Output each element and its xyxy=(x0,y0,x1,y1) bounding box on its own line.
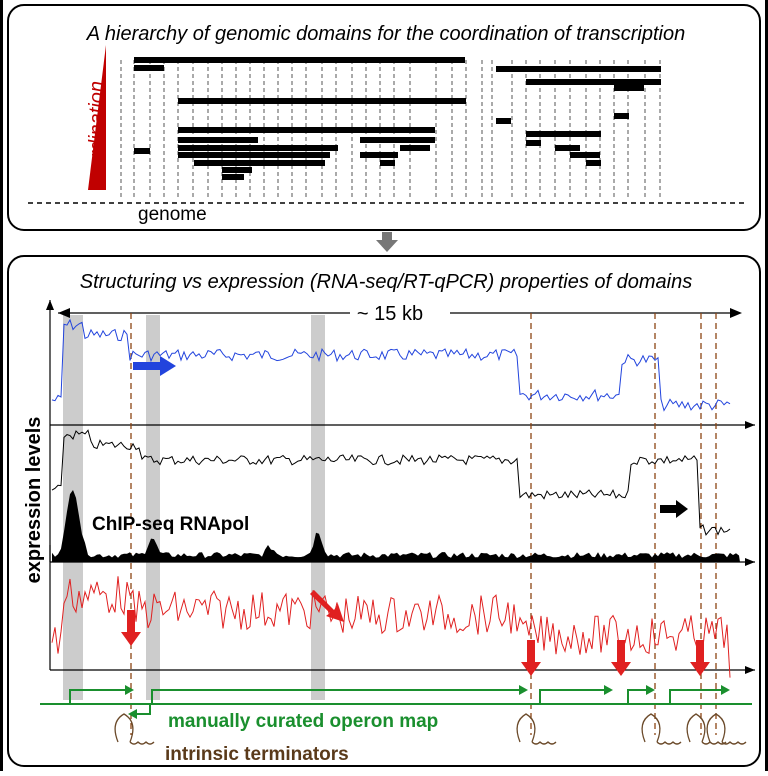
domain-bar xyxy=(178,127,435,133)
axis-arrowhead xyxy=(745,666,755,674)
domain-bar xyxy=(496,66,661,72)
red-down-arrow xyxy=(521,640,541,676)
operon-label: manually curated operon map xyxy=(168,711,438,732)
domain-bar xyxy=(134,148,150,154)
right-edge xyxy=(765,0,768,771)
left-edge xyxy=(0,0,3,771)
red-down-arrow xyxy=(121,610,141,646)
red-down-arrow xyxy=(611,640,631,676)
bottom-title: Structuring vs expression (RNA-seq/RT-qP… xyxy=(80,271,692,293)
domain-bar xyxy=(614,85,644,91)
domain-bar xyxy=(526,79,661,85)
domain-bar xyxy=(222,174,244,180)
axis-arrowhead xyxy=(46,300,54,310)
flow-arrow xyxy=(376,232,398,252)
domain-bar xyxy=(526,140,541,146)
scale-arrowhead xyxy=(58,308,70,318)
operon-arrow xyxy=(627,689,647,704)
domain-bar xyxy=(586,160,601,166)
domain-bar xyxy=(194,160,254,166)
domain-bar xyxy=(285,160,325,166)
domain-bar xyxy=(178,137,258,143)
top-panel-border xyxy=(7,4,761,231)
domain-bar xyxy=(178,98,466,104)
terminator-icon xyxy=(114,713,155,745)
domain-bar xyxy=(222,167,252,173)
domain-bar xyxy=(614,113,629,119)
bottom-panel xyxy=(40,300,755,745)
top-panel xyxy=(28,45,745,204)
operon-arrow xyxy=(151,689,520,704)
operon-arrowhead xyxy=(604,685,613,695)
red-diag-arrow xyxy=(310,590,344,622)
operon-reverse xyxy=(134,704,151,715)
coordination-label: coordination xyxy=(86,81,108,190)
operon-arrowhead xyxy=(646,685,655,695)
expression-trace xyxy=(51,429,731,536)
operon-arrowhead xyxy=(519,685,528,695)
bottom-panel-border xyxy=(7,255,761,767)
terminator-icon xyxy=(516,713,557,745)
operon-arrow xyxy=(669,689,722,704)
domain-bar xyxy=(134,57,465,63)
domain-bar xyxy=(570,152,600,158)
domain-bar xyxy=(555,145,580,151)
operon-arrowhead xyxy=(721,685,730,695)
terminator-label: intrinsic terminators xyxy=(165,744,349,765)
scale-arrowhead xyxy=(730,308,742,318)
domain-bar xyxy=(526,131,601,137)
operon-arrow xyxy=(69,689,126,704)
domain-bar xyxy=(178,145,338,151)
terminator-icon xyxy=(641,713,682,745)
y-axis-label: expression levels xyxy=(23,417,45,584)
axis-arrowhead xyxy=(745,421,755,429)
terminator-icon xyxy=(686,713,727,745)
chip-seq-profile xyxy=(52,490,740,562)
highlight-band xyxy=(311,315,325,700)
domain-bar xyxy=(380,160,395,166)
highlight-band xyxy=(146,315,160,700)
genome-label: genome xyxy=(138,204,207,225)
operon-arrowhead xyxy=(128,709,137,719)
domain-bar xyxy=(134,65,164,71)
scale-label: ~ 15 kb xyxy=(357,303,423,325)
domain-bar xyxy=(496,118,511,124)
top-title: A hierarchy of genomic domains for the c… xyxy=(86,23,685,45)
rna-seq-trace xyxy=(51,318,731,412)
domain-bar xyxy=(400,145,430,151)
black-arrow xyxy=(660,500,688,518)
coordination-wedge xyxy=(88,45,106,190)
axis-arrowhead xyxy=(745,558,755,566)
operon-arrow xyxy=(539,689,605,704)
chip-label: ChIP-seq RNApol xyxy=(92,514,249,535)
terminator-icon xyxy=(706,713,747,745)
red-down-arrow xyxy=(690,640,710,676)
domain-bar xyxy=(178,152,330,158)
rt-qpcr-trace xyxy=(51,576,731,678)
domain-bar xyxy=(360,152,398,158)
blue-arrow xyxy=(133,356,176,376)
domain-bar xyxy=(360,137,435,143)
operon-arrowhead xyxy=(125,685,134,695)
